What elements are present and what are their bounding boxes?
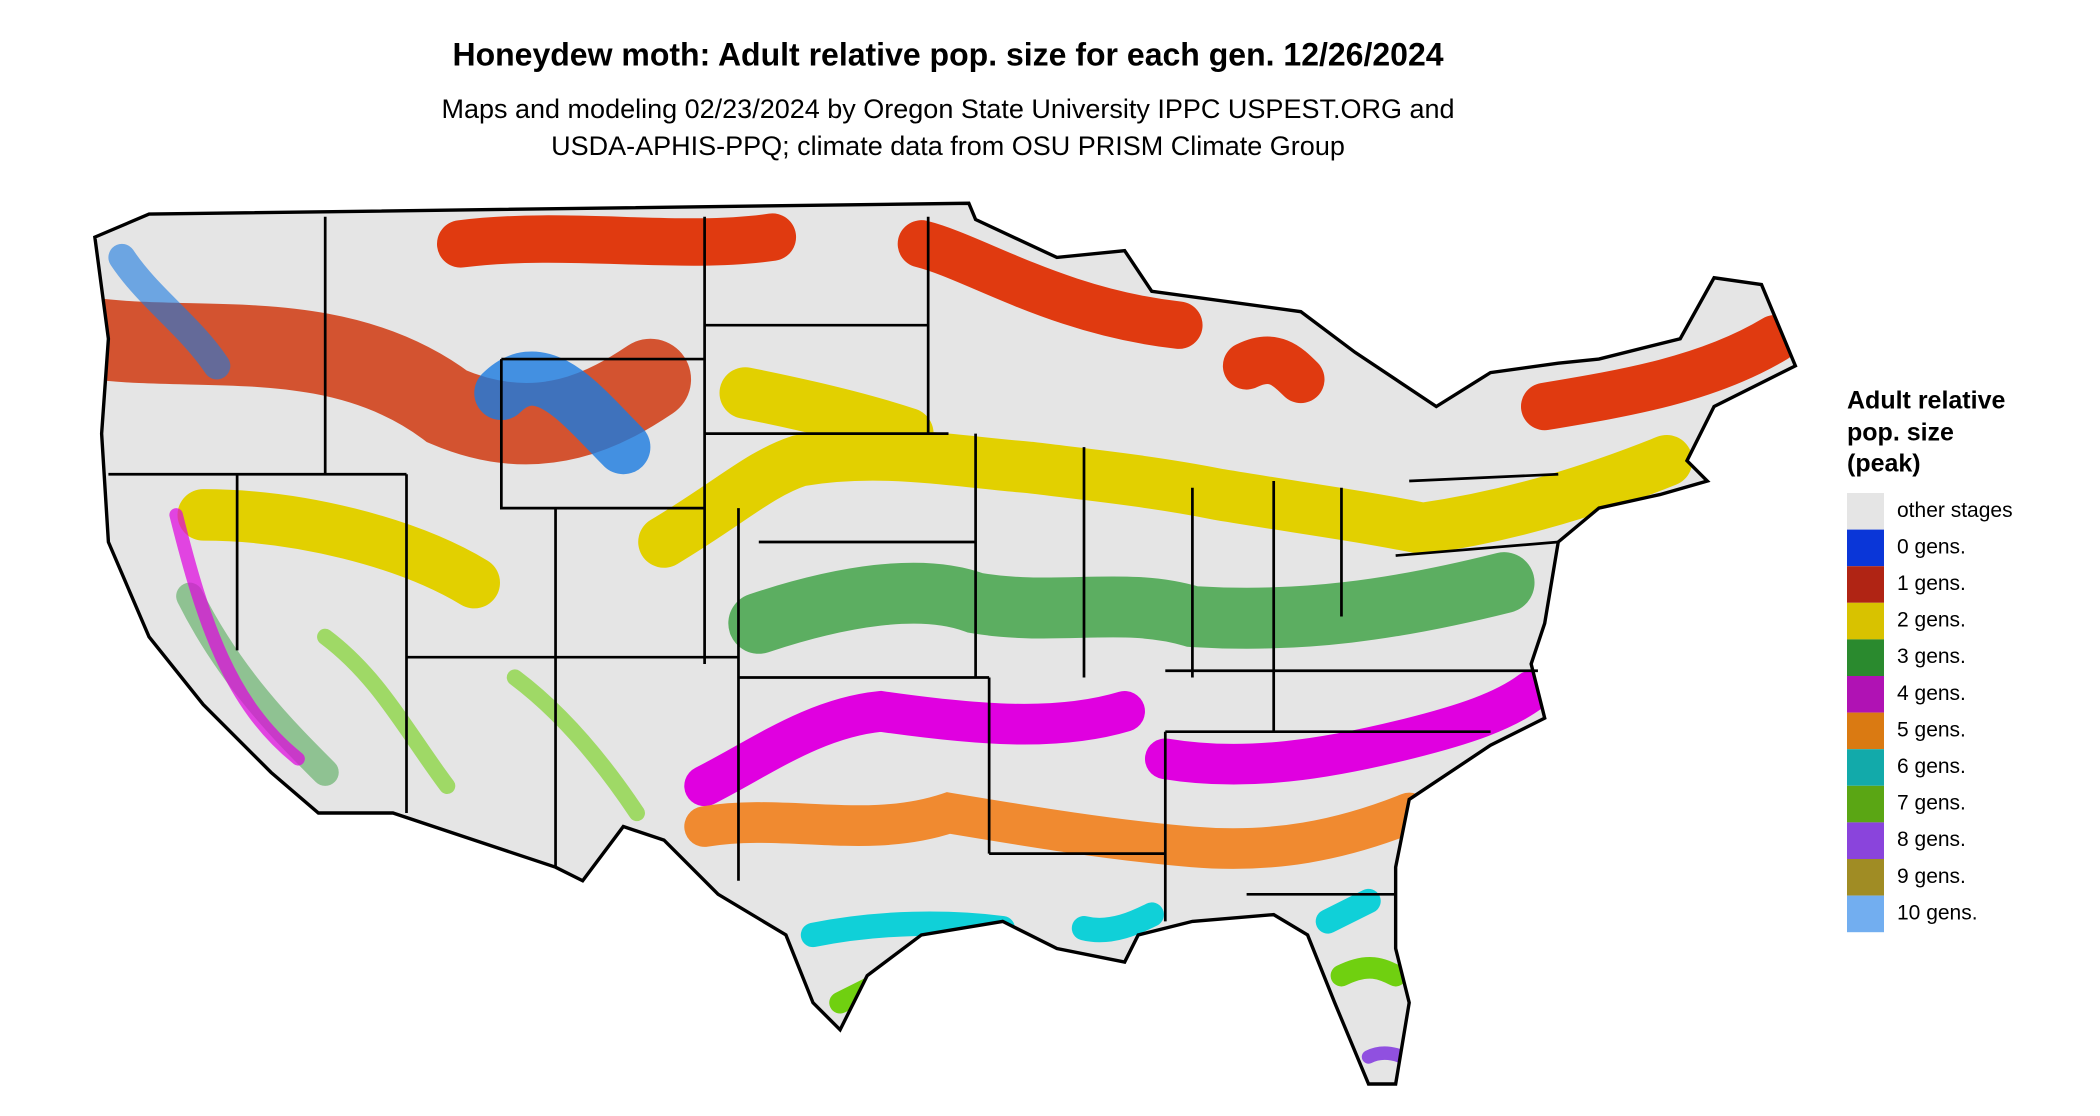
subtitle: USDA-APHIS-PPQ; climate data from OSU PR…	[551, 131, 1345, 161]
legend-label: 5 gens.	[1897, 718, 1966, 741]
legend-swatch	[1847, 895, 1884, 933]
legend-label: 8 gens.	[1897, 828, 1966, 851]
legend-label: 4 gens.	[1897, 682, 1966, 705]
legend-swatch	[1847, 566, 1884, 603]
legend-label: 10 gens.	[1897, 901, 1978, 924]
legend-label: 1 gens.	[1897, 572, 1966, 595]
legend-swatch	[1847, 822, 1884, 859]
legend: Adult relative pop. size (peak) other st…	[1847, 387, 2013, 933]
legend-title: Adult relative	[1847, 387, 2005, 415]
legend-label: 2 gens.	[1897, 609, 1966, 632]
us-map	[93, 201, 1798, 1086]
legend-label: 3 gens.	[1897, 645, 1966, 668]
legend-swatch	[1847, 639, 1884, 676]
map-title: Honeydew moth: Adult relative pop. size …	[452, 36, 1443, 72]
legend-title: pop. size	[1847, 419, 1954, 447]
state-borders	[93, 201, 1798, 1086]
legend-label: 7 gens.	[1897, 792, 1966, 815]
legend-swatch	[1847, 493, 1884, 530]
legend-swatch	[1847, 602, 1884, 640]
legend-swatch	[1847, 859, 1884, 896]
legend-swatch	[1847, 749, 1884, 786]
subtitle: Maps and modeling 02/23/2024 by Oregon S…	[441, 94, 1454, 124]
legend-swatch	[1847, 785, 1884, 823]
legend-swatch	[1847, 712, 1884, 750]
legend-title: (peak)	[1847, 450, 1921, 478]
generation-zones	[94, 213, 1796, 1064]
legend-swatch	[1847, 676, 1884, 713]
legend-label: 6 gens.	[1897, 755, 1966, 778]
legend-label: 9 gens.	[1897, 865, 1966, 888]
legend-swatch	[1847, 529, 1884, 567]
legend-label: other stages	[1897, 499, 2013, 522]
legend-label: 0 gens.	[1897, 535, 1966, 558]
